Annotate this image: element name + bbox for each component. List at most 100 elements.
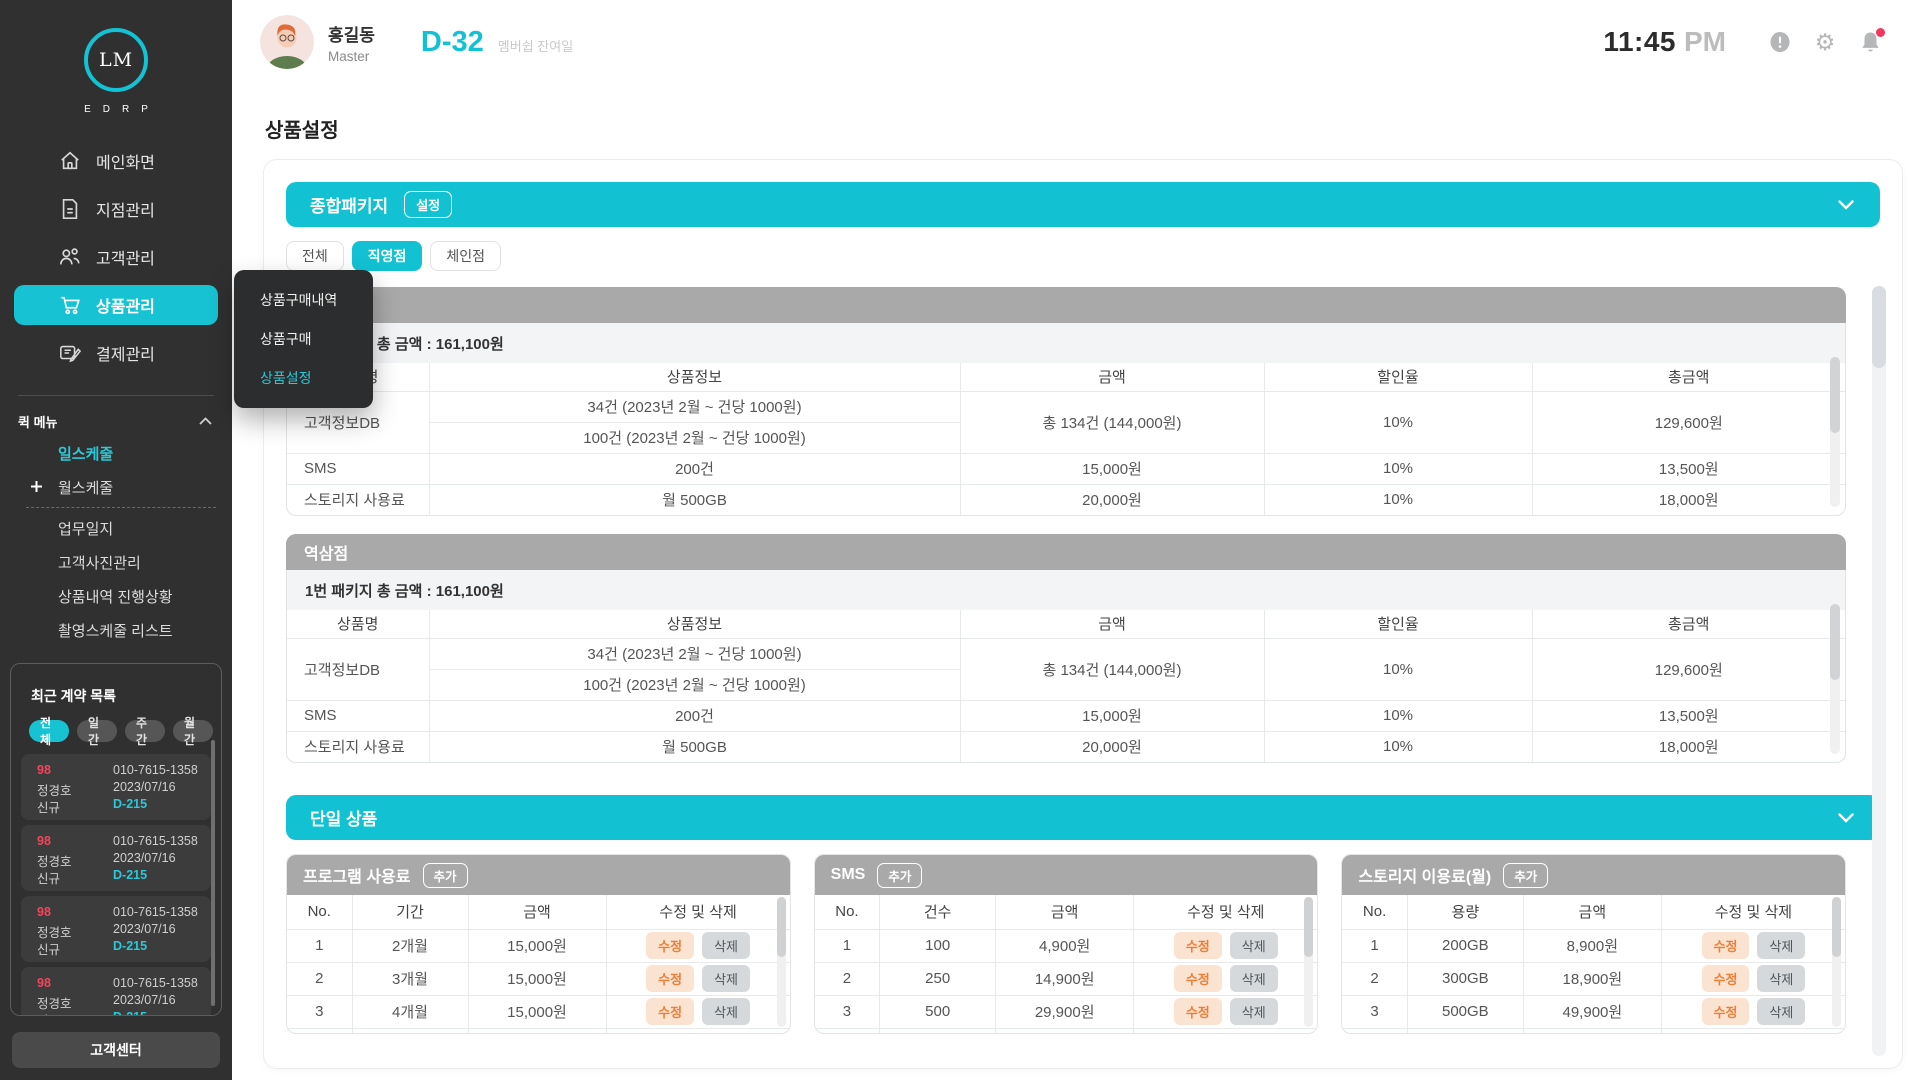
amount-cell: 15,000원 bbox=[467, 928, 607, 963]
plus-icon[interactable] bbox=[30, 480, 43, 497]
quick-item-work-log[interactable]: 업무일지 bbox=[58, 520, 114, 538]
table-row-partial bbox=[814, 1027, 1318, 1033]
delete-button[interactable]: 삭제 bbox=[1229, 998, 1278, 1025]
table-scrollbar-thumb[interactable] bbox=[1830, 357, 1840, 433]
card-scrollbar[interactable] bbox=[1304, 897, 1314, 1027]
table-scrollbar[interactable] bbox=[1830, 604, 1840, 754]
discount-cell: 10% bbox=[1263, 483, 1533, 515]
delete-button[interactable]: 삭제 bbox=[702, 998, 750, 1025]
chevron-down-icon[interactable] bbox=[1838, 199, 1854, 210]
chevron-down-icon[interactable] bbox=[1838, 812, 1854, 823]
edit-button[interactable]: 수정 bbox=[1701, 965, 1750, 992]
delete-button[interactable]: 삭제 bbox=[1757, 998, 1806, 1025]
actions-cell: 수정 삭제 bbox=[1133, 994, 1318, 1029]
content-scrollbar[interactable] bbox=[1872, 286, 1886, 1056]
col-total: 총금액 bbox=[1531, 363, 1845, 392]
table-row: SMS 200건 15,000원 10% 13,500원 bbox=[287, 699, 1845, 732]
amount-cell: 20,000원 bbox=[959, 483, 1265, 515]
edit-button[interactable]: 수정 bbox=[1173, 932, 1222, 959]
delete-button[interactable]: 삭제 bbox=[702, 965, 750, 992]
quick-menu-header[interactable]: 퀵 메뉴 bbox=[0, 408, 232, 434]
submenu-item-purchase-history[interactable]: 상품구매내역 bbox=[260, 291, 338, 308]
filter-monthly[interactable]: 월간 bbox=[173, 716, 213, 747]
avatar[interactable] bbox=[260, 15, 314, 69]
delete-button[interactable]: 삭제 bbox=[702, 932, 750, 959]
amount-cell bbox=[467, 1027, 607, 1033]
delete-button[interactable]: 삭제 bbox=[1757, 932, 1806, 959]
submenu-item-purchase[interactable]: 상품구매 bbox=[260, 330, 312, 347]
quick-item-customer-photos[interactable]: 고객사진관리 bbox=[58, 554, 141, 572]
sidebar-item-customers[interactable]: 고객관리 bbox=[14, 237, 218, 277]
contract-phone: 010-7615-1358 bbox=[113, 976, 198, 990]
col-no: No. bbox=[814, 895, 881, 930]
no-cell: 3 bbox=[1342, 994, 1408, 1029]
sidebar-item-payments[interactable]: 결제관리 bbox=[14, 333, 218, 373]
sidebar-item-label: 고객관리 bbox=[96, 251, 155, 268]
recent-contracts-list[interactable]: 98 010-7615-1358 정경호 2023/07/16 신규 D-215 98… bbox=[19, 754, 213, 1015]
content-scrollbar-thumb[interactable] bbox=[1872, 286, 1886, 368]
add-button[interactable]: 추가 bbox=[1503, 862, 1549, 888]
edit-button[interactable]: 수정 bbox=[646, 998, 695, 1025]
edit-button[interactable]: 수정 bbox=[1173, 998, 1222, 1025]
capacity-cell bbox=[1406, 1027, 1524, 1033]
main-column: 홍길동 Master D-32 멤버쉽 잔여일 11:45 PM ⚙ 상품설정 bbox=[232, 0, 1920, 1080]
gear-icon[interactable]: ⚙ bbox=[1814, 28, 1836, 55]
package-section-header[interactable]: 종합패키지 설정 bbox=[286, 182, 1880, 227]
membership-dday: D-32 bbox=[420, 25, 484, 58]
list-item[interactable]: 98 010-7615-1358 정경호 2023/07/16 신규 D-215 bbox=[21, 825, 211, 891]
product-info-cell: 200건 bbox=[428, 452, 961, 485]
sidebar-item-branches[interactable]: 지점관리 bbox=[14, 189, 218, 229]
delete-button[interactable]: 삭제 bbox=[1229, 965, 1278, 992]
list-item[interactable]: 98 010-7615-1358 정경호 2023/07/16 신규 D-215 bbox=[21, 967, 211, 1015]
card-scrollbar-thumb[interactable] bbox=[1304, 897, 1314, 957]
card-scrollbar-thumb[interactable] bbox=[1832, 897, 1842, 957]
chip-direct-store[interactable]: 직영점 bbox=[351, 241, 423, 271]
contract-name: 정경호 bbox=[37, 784, 72, 798]
list-item[interactable]: 98 010-7615-1358 정경호 2023/07/16 신규 D-215 bbox=[21, 896, 211, 962]
table-scrollbar[interactable] bbox=[1830, 357, 1840, 507]
card-scrollbar[interactable] bbox=[776, 897, 786, 1027]
edit-button[interactable]: 수정 bbox=[646, 932, 695, 959]
single-products-header[interactable]: 단일 상품 bbox=[286, 795, 1880, 840]
filter-all[interactable]: 전체 bbox=[29, 716, 69, 747]
edit-button[interactable]: 수정 bbox=[646, 965, 695, 992]
delete-button[interactable]: 삭제 bbox=[1229, 932, 1278, 959]
chevron-up-icon[interactable] bbox=[199, 412, 212, 430]
submenu-item-product-settings[interactable]: 상품설정 bbox=[260, 370, 312, 387]
quick-item-daily-schedule[interactable]: 일스케줄 bbox=[58, 445, 114, 463]
info-icon[interactable] bbox=[1768, 30, 1792, 54]
sidebar-item-main[interactable]: 메인화면 bbox=[14, 141, 218, 181]
support-center-button[interactable]: 고객센터 bbox=[12, 1032, 220, 1068]
quick-item-shooting-schedule[interactable]: 촬영스케줄 리스트 bbox=[58, 622, 173, 640]
col-amount: 금액 bbox=[1522, 895, 1662, 930]
chip-chain-store[interactable]: 체인점 bbox=[430, 241, 502, 271]
edit-button[interactable]: 수정 bbox=[1701, 932, 1750, 959]
store-filter-chips: 전체 직영점 체인점 bbox=[286, 241, 1880, 271]
list-item[interactable]: 98 010-7615-1358 정경호 2023/07/16 신규 D-215 bbox=[21, 754, 211, 820]
add-button[interactable]: 추가 bbox=[877, 862, 923, 888]
filter-weekly[interactable]: 주간 bbox=[125, 716, 165, 747]
delete-button[interactable]: 삭제 bbox=[1757, 965, 1806, 992]
store-section: 1번 패키지 총 금액 : 161,100원 상품명 상품정보 금액 할인율 총… bbox=[286, 287, 1846, 516]
table-scrollbar-thumb[interactable] bbox=[1830, 604, 1840, 680]
logo-monogram: LM bbox=[98, 49, 134, 71]
contract-dday: D-215 bbox=[113, 797, 148, 811]
add-button[interactable]: 추가 bbox=[422, 862, 468, 888]
sidebar-item-products[interactable]: 상품관리 bbox=[14, 285, 218, 325]
quick-item-monthly-schedule[interactable]: 월스케줄 bbox=[0, 470, 232, 504]
filter-daily[interactable]: 일간 bbox=[77, 716, 117, 747]
chip-all[interactable]: 전체 bbox=[286, 241, 344, 271]
recent-list-scrollbar[interactable] bbox=[211, 740, 215, 1006]
amount-cell: 14,900원 bbox=[995, 961, 1135, 996]
edit-button[interactable]: 수정 bbox=[1173, 965, 1222, 992]
table-header-row: No. 기간 금액 수정 및 삭제 bbox=[287, 895, 790, 930]
quick-item-product-progress[interactable]: 상품내역 진행상황 bbox=[58, 588, 173, 606]
edit-button[interactable]: 수정 bbox=[1701, 998, 1750, 1025]
package-settings-badge[interactable]: 설정 bbox=[404, 191, 453, 218]
card-scrollbar-thumb[interactable] bbox=[776, 897, 786, 957]
home-icon bbox=[58, 149, 82, 173]
amount-cell: 15,000원 bbox=[959, 699, 1265, 732]
bell-icon[interactable] bbox=[1858, 28, 1885, 54]
card-scrollbar[interactable] bbox=[1832, 897, 1842, 1027]
product-name-cell: SMS bbox=[287, 699, 430, 732]
